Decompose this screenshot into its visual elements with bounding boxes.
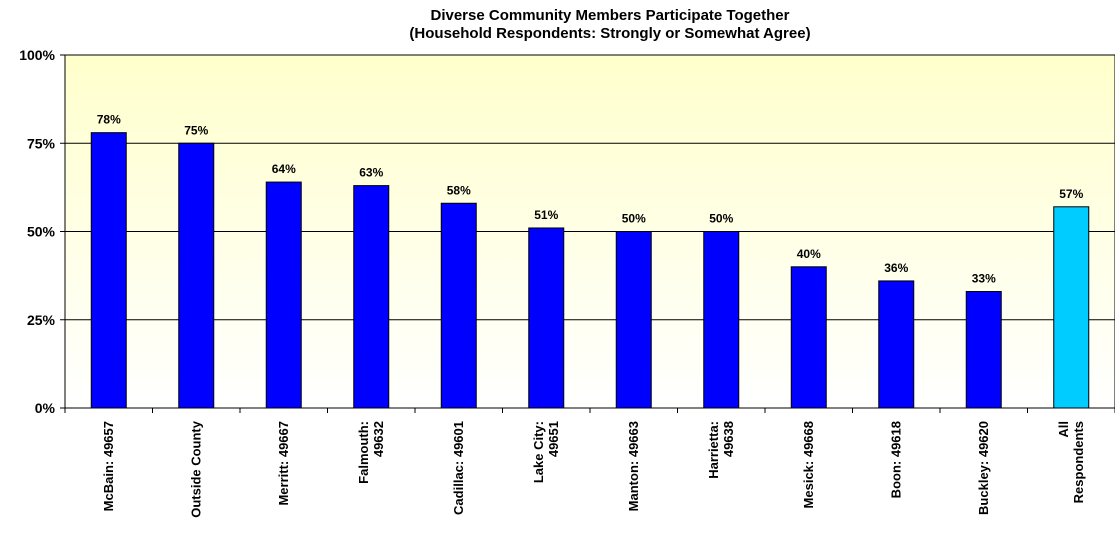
bar-falmouth-49632 xyxy=(353,185,390,409)
data-label: 75% xyxy=(184,123,208,137)
x-category-label: Merritt: 49667 xyxy=(276,421,291,506)
x-category-label: Buckley: 49620 xyxy=(976,421,991,515)
bar-manton-49663 xyxy=(615,231,652,409)
chart-title-line-2: (Household Respondents: Strongly or Some… xyxy=(409,25,810,42)
x-category-label: Manton: 49663 xyxy=(626,421,641,511)
data-label: 50% xyxy=(709,212,733,226)
y-tick-label: 75% xyxy=(27,135,56,151)
x-category-label: Mesick: 49668 xyxy=(801,421,816,508)
x-axis-category-labels: McBain: 49657 Outside County Merritt: 4966… xyxy=(101,420,1086,518)
bar-mcbain-49657 xyxy=(90,132,127,409)
data-label: 58% xyxy=(447,183,471,197)
data-label: 57% xyxy=(1059,187,1083,201)
y-tick-label: 100% xyxy=(19,47,55,63)
axes xyxy=(60,54,1115,413)
bar-all-respondents xyxy=(1053,206,1090,409)
x-category-label: 49651 xyxy=(546,421,561,457)
bar-outside-county xyxy=(178,142,215,409)
data-label: 36% xyxy=(884,261,908,275)
data-label: 33% xyxy=(972,272,996,286)
bar-merritt-49667 xyxy=(265,181,302,409)
data-label: 40% xyxy=(797,247,821,261)
bar-buckley-49620 xyxy=(965,291,1002,409)
x-category-label: 49638 xyxy=(721,421,736,457)
chart-title: Diverse Community Members Participate To… xyxy=(409,7,810,42)
bar-boon-49618 xyxy=(878,280,915,409)
data-label: 78% xyxy=(97,113,121,127)
bar-cadillac-49601 xyxy=(440,202,477,409)
x-category-label: Lake City: xyxy=(531,421,546,483)
gridlines xyxy=(65,142,1115,321)
y-tick-label: 25% xyxy=(27,312,56,328)
x-category-label: Cadillac: 49601 xyxy=(451,421,466,515)
bar-mesick-49668 xyxy=(790,266,827,409)
bars xyxy=(90,132,1090,409)
x-category-label: Falmouth: xyxy=(356,421,371,484)
x-category-label: Outside County xyxy=(188,420,203,518)
y-tick-label: 0% xyxy=(35,400,56,416)
bar-harrietta-49638 xyxy=(703,231,740,409)
data-label: 50% xyxy=(622,212,646,226)
data-labels: 78% 75% 64% 63% 58% 51% 50% 50% 40% 36% 33% 57% xyxy=(97,113,1084,286)
data-label: 51% xyxy=(534,208,558,222)
data-label: 64% xyxy=(272,162,296,176)
x-category-label: All xyxy=(1056,421,1071,438)
y-axis-tick-labels: 0% 25% 50% 75% 100% xyxy=(19,47,55,416)
x-category-label: Respondents xyxy=(1071,421,1086,503)
x-category-label: McBain: 49657 xyxy=(101,421,116,511)
x-category-label: Boon: 49618 xyxy=(888,421,903,498)
x-category-label: Harrietta: xyxy=(706,421,721,479)
chart-title-line-1: Diverse Community Members Participate To… xyxy=(431,7,790,24)
data-label: 63% xyxy=(359,166,383,180)
y-tick-label: 50% xyxy=(27,224,56,240)
x-category-label: 49632 xyxy=(371,421,386,457)
bar-lake-city-49651 xyxy=(528,227,565,409)
